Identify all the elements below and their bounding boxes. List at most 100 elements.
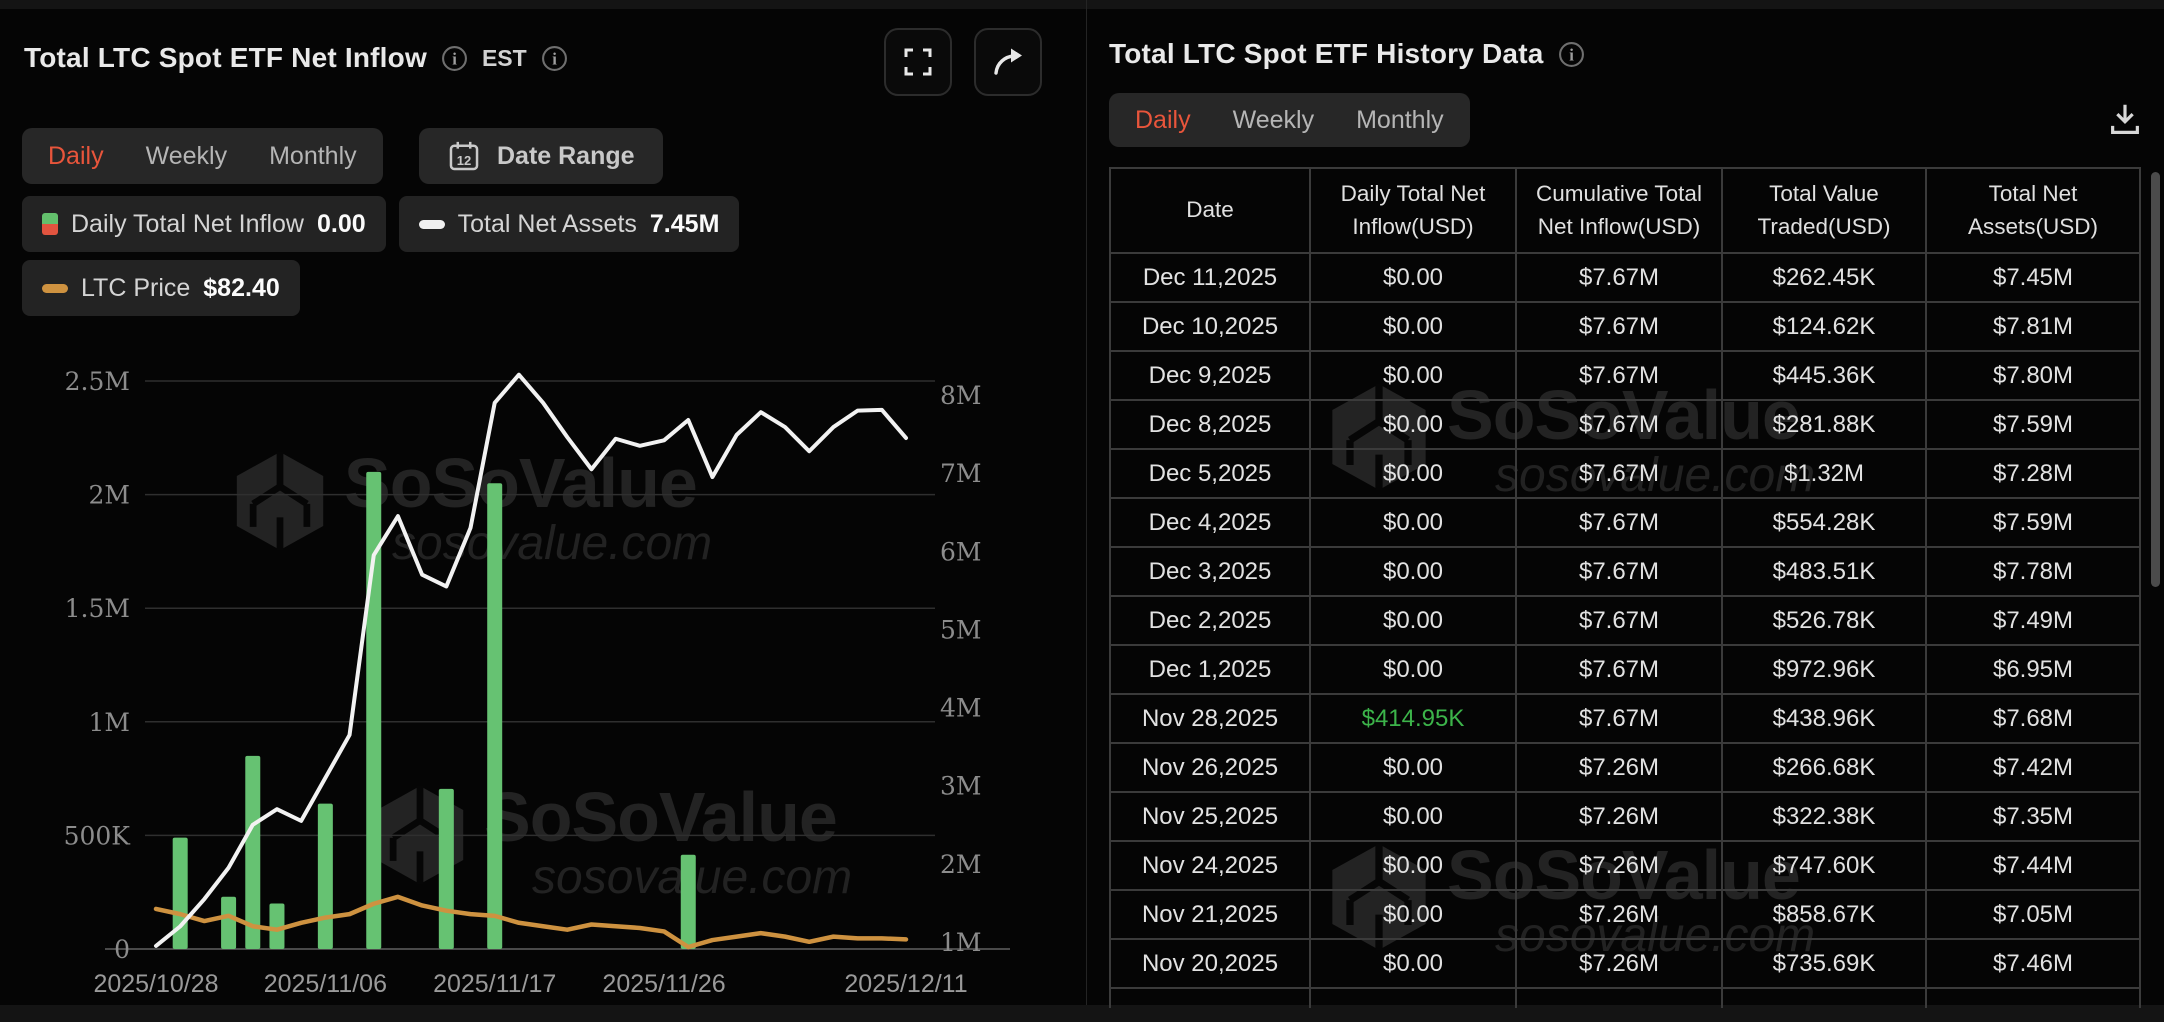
legend-total-net-assets[interactable]: Total Net Assets 7.45M — [398, 196, 740, 252]
row-value-cell: $7.35M — [1927, 793, 2139, 842]
svg-text:12: 12 — [457, 153, 471, 168]
chart-title-row: Total LTC Spot ETF Net Inflow i EST i — [24, 42, 568, 74]
fullscreen-icon — [904, 48, 932, 76]
column-header: Date — [1111, 169, 1311, 254]
row-value-cell: $438.96K — [1723, 695, 1927, 744]
svg-text:2.5M: 2.5M — [65, 367, 130, 396]
tab-weekly[interactable]: Weekly — [145, 141, 228, 170]
tab-daily[interactable]: Daily — [1135, 105, 1191, 134]
row-value-cell: $7.81M — [1927, 303, 2139, 352]
svg-text:2025/11/17: 2025/11/17 — [433, 970, 556, 998]
row-value-cell: $972.96K — [1723, 646, 1927, 695]
row-value-cell: $7.28M — [1927, 450, 2139, 499]
tab-monthly[interactable]: Monthly — [1356, 105, 1444, 134]
row-value-cell: $7.67M — [1517, 254, 1723, 303]
clipped-row-cell — [1111, 989, 1311, 1008]
legend-row-2: LTC Price $82.40 — [22, 260, 300, 316]
legend-ltc-price[interactable]: LTC Price $82.40 — [22, 260, 300, 316]
inflow-swatch-icon — [42, 213, 58, 235]
column-header: Total Value Traded(USD) — [1723, 169, 1927, 254]
svg-text:8M: 8M — [940, 381, 982, 410]
svg-text:4M: 4M — [940, 694, 982, 723]
row-value-cell: $6.95M — [1927, 646, 2139, 695]
row-value-cell: $483.51K — [1723, 548, 1927, 597]
row-value-cell: $735.69K — [1723, 940, 1927, 989]
row-value-cell: $7.49M — [1927, 597, 2139, 646]
row-value-cell: $0.00 — [1311, 940, 1517, 989]
download-button[interactable] — [2101, 96, 2149, 144]
row-value-cell: $266.68K — [1723, 744, 1927, 793]
row-date-cell: Dec 9,2025 — [1111, 352, 1311, 401]
row-value-cell: $0.00 — [1311, 793, 1517, 842]
row-date-cell: Nov 24,2025 — [1111, 842, 1311, 891]
svg-text:3M: 3M — [940, 772, 982, 801]
row-date-cell: Dec 4,2025 — [1111, 499, 1311, 548]
price-swatch-icon — [42, 283, 68, 293]
chart-title: Total LTC Spot ETF Net Inflow — [24, 42, 427, 73]
row-value-cell: $0.00 — [1311, 352, 1517, 401]
legend-daily-net-inflow[interactable]: Daily Total Net Inflow 0.00 — [22, 196, 386, 252]
share-button[interactable] — [974, 28, 1042, 96]
net-inflow-chart-panel: Total LTC Spot ETF Net Inflow i EST i Da… — [0, 0, 1086, 1022]
row-value-cell: $747.60K — [1723, 842, 1927, 891]
clipped-row-cell — [1311, 989, 1517, 1008]
svg-text:2025/11/06: 2025/11/06 — [264, 970, 387, 998]
assets-swatch-icon — [418, 219, 445, 229]
row-value-cell: $7.05M — [1927, 891, 2139, 940]
timezone-label: EST — [481, 44, 527, 71]
row-value-cell: $7.45M — [1927, 254, 2139, 303]
info-icon[interactable]: i — [541, 45, 568, 72]
row-value-cell: $0.00 — [1311, 450, 1517, 499]
history-table: Date Daily Total Net Inflow(USD) Cumulativ… — [1109, 167, 2141, 1008]
row-value-cell: $1.32M — [1723, 450, 1927, 499]
date-range-label: Date Range — [497, 141, 635, 170]
row-date-cell: Nov 20,2025 — [1111, 940, 1311, 989]
row-value-cell: $7.46M — [1927, 940, 2139, 989]
net-inflow-chart[interactable]: 0 500K 1M 1.5M 2M 2.5M 1M 2M 3M 4M 5M 6M 7M 8M 2025/10… — [0, 0, 1086, 1022]
clipped-row-cell — [1927, 989, 2139, 1008]
column-header: Daily Total Net Inflow(USD) — [1311, 169, 1517, 254]
row-value-cell: $7.26M — [1517, 793, 1723, 842]
row-value-cell: $124.62K — [1723, 303, 1927, 352]
info-icon[interactable]: i — [1558, 41, 1585, 68]
row-value-cell: $7.67M — [1517, 597, 1723, 646]
svg-text:2025/12/11: 2025/12/11 — [844, 970, 967, 998]
row-value-cell: $7.44M — [1927, 842, 2139, 891]
tab-weekly[interactable]: Weekly — [1232, 105, 1315, 134]
info-icon[interactable]: i — [441, 45, 468, 72]
fullscreen-button[interactable] — [884, 28, 952, 96]
tab-monthly[interactable]: Monthly — [269, 141, 357, 170]
table-title: Total LTC Spot ETF History Data — [1109, 38, 1544, 69]
row-value-cell: $445.36K — [1723, 352, 1927, 401]
svg-text:7M: 7M — [940, 459, 982, 488]
row-date-cell: Dec 8,2025 — [1111, 401, 1311, 450]
row-value-cell: $7.59M — [1927, 401, 2139, 450]
svg-text:5M: 5M — [940, 615, 982, 644]
svg-text:i: i — [552, 49, 557, 68]
row-value-cell: $7.67M — [1517, 401, 1723, 450]
svg-text:1M: 1M — [940, 928, 982, 957]
row-value-cell: $7.68M — [1927, 695, 2139, 744]
row-date-cell: Dec 10,2025 — [1111, 303, 1311, 352]
legend-row-1: Daily Total Net Inflow 0.00 Total Net Ass… — [22, 196, 740, 252]
row-date-cell: Dec 3,2025 — [1111, 548, 1311, 597]
row-value-cell: $7.26M — [1517, 842, 1723, 891]
row-value-cell: $7.42M — [1927, 744, 2139, 793]
svg-text:2M: 2M — [88, 481, 130, 510]
row-value-cell: $7.67M — [1517, 548, 1723, 597]
clipped-row-cell — [1723, 989, 1927, 1008]
tab-daily[interactable]: Daily — [48, 141, 104, 170]
svg-text:2M: 2M — [940, 850, 982, 879]
row-value-cell: $7.67M — [1517, 450, 1723, 499]
date-range-button[interactable]: 12 Date Range — [419, 128, 663, 184]
svg-text:6M: 6M — [940, 537, 982, 566]
clipped-row-cell — [1517, 989, 1723, 1008]
table-scrollbar-thumb[interactable] — [2151, 172, 2160, 587]
row-value-cell: $0.00 — [1311, 401, 1517, 450]
row-value-cell: $7.80M — [1927, 352, 2139, 401]
row-value-cell: $0.00 — [1311, 499, 1517, 548]
row-date-cell: Dec 1,2025 — [1111, 646, 1311, 695]
column-header: Total Net Assets(USD) — [1927, 169, 2139, 254]
row-date-cell: Nov 21,2025 — [1111, 891, 1311, 940]
